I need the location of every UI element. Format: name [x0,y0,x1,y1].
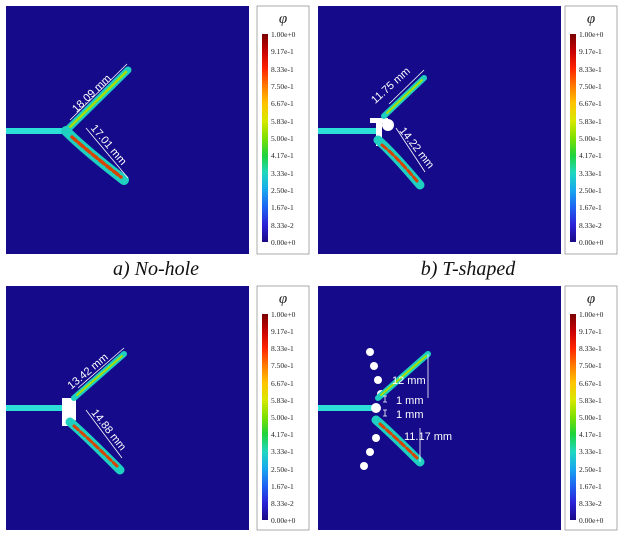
panel-b-plot: 11.75 mm 14.22 mm φ 1.00e+0 9.17e-1 8.33… [318,5,618,255]
tick-label: 8.33e-1 [579,65,602,74]
tick-label: 0.00e+0 [271,238,296,247]
tick-label: 1.67e-1 [579,482,602,491]
tick-label: 0.00e+0 [271,516,296,525]
tick-label: 3.33e-1 [271,169,294,178]
panel-c-plot: 13.42 mm 14.88 mm φ 1.00e+0 9.17e-1 8.33… [6,285,310,531]
tick-label: 4.17e-1 [579,430,602,439]
tick-label: 9.17e-1 [271,327,294,336]
tick-label: 1.00e+0 [579,310,604,319]
tick-label: 8.33e-2 [579,499,602,508]
tick-label: 6.67e-1 [271,379,294,388]
colorbar [262,34,268,242]
tick-label: 5.00e-1 [579,134,602,143]
tick-label: 1.67e-1 [271,482,294,491]
tick-label: 7.50e-1 [271,361,294,370]
legend: φ 1.00e+0 9.17e-1 8.33e-1 7.50e-1 6.67e-… [256,285,310,531]
tick-label: 2.50e-1 [579,465,602,474]
tick-label: 4.17e-1 [271,430,294,439]
tick-label: 5.83e-1 [271,396,294,405]
tick-label: 9.17e-1 [579,327,602,336]
legend-symbol: φ [279,11,287,27]
legend: φ 1.00e+0 9.17e-1 8.33e-1 7.50e-1 6.67e-… [256,5,310,255]
tick-label: 8.33e-1 [579,344,602,353]
tick-label: 1.00e+0 [271,30,296,39]
tick-label: 8.33e-1 [271,344,294,353]
tick-label: 1.00e+0 [579,30,604,39]
tick-label: 5.83e-1 [579,396,602,405]
caption-b: b) T-shaped [420,258,516,280]
tick-label: 3.33e-1 [271,447,294,456]
tick-label: 5.83e-1 [579,117,602,126]
measure-gap-2: 1 mm [396,409,424,421]
tick-label: 2.50e-1 [271,186,294,195]
tick-label: 4.17e-1 [271,151,294,160]
precrack [318,405,374,411]
t-hole [370,118,388,146]
measure-gap-1: 1 mm [396,395,424,407]
colorbar [570,314,576,520]
tick-label: 5.83e-1 [271,117,294,126]
tick-label: 1.67e-1 [271,203,294,212]
tick-label: 8.33e-2 [271,499,294,508]
tick-label: 9.17e-1 [271,47,294,56]
legend: φ 1.00e+0 9.17e-1 8.33e-1 7.50e-1 6.67e-… [564,285,618,531]
tick-label: 2.50e-1 [579,186,602,195]
colorbar [570,34,576,242]
panel-d: 12 mm 1 mm 1 mm 11.17 mm φ 1.00e+0 9.17e… [312,280,624,548]
tick-label: 5.00e-1 [271,134,294,143]
precrack [318,128,376,134]
tick-label: 0.00e+0 [579,516,604,525]
legend-symbol: φ [587,291,595,307]
tick-label: 1.67e-1 [579,203,602,212]
colorbar [262,314,268,520]
panel-b: 11.75 mm 14.22 mm φ 1.00e+0 9.17e-1 8.33… [312,0,624,280]
tick-label: 6.67e-1 [579,99,602,108]
precrack [6,405,68,411]
legend-symbol: φ [587,11,595,27]
precrack [6,128,66,134]
panel-c: 13.42 mm 14.88 mm φ 1.00e+0 9.17e-1 8.33… [0,280,312,548]
measure-top: 12 mm [392,375,426,387]
tick-label: 1.00e+0 [271,310,296,319]
panel-a: 18.09 mm 17.01 mm φ 1.00e+0 9.17e-1 8.33… [0,0,312,280]
tick-label: 2.50e-1 [271,465,294,474]
tick-label: 7.50e-1 [579,361,602,370]
tick-label: 8.33e-2 [579,221,602,230]
tick-label: 7.50e-1 [271,82,294,91]
tick-label: 7.50e-1 [579,82,602,91]
measure-bottom: 11.17 mm [404,431,452,443]
tick-label: 3.33e-1 [579,447,602,456]
legend: φ 1.00e+0 9.17e-1 8.33e-1 7.50e-1 6.67e-… [564,5,618,255]
tick-label: 5.00e-1 [579,413,602,422]
tick-label: 0.00e+0 [579,238,604,247]
tick-label: 8.33e-2 [271,221,294,230]
tick-label: 4.17e-1 [579,151,602,160]
tick-label: 3.33e-1 [579,169,602,178]
tick-label: 9.17e-1 [579,47,602,56]
tick-label: 8.33e-1 [271,65,294,74]
panel-a-plot: 18.09 mm 17.01 mm φ 1.00e+0 9.17e-1 8.33… [6,5,310,255]
caption-a: a) No-hole [112,258,200,280]
legend-symbol: φ [279,291,287,307]
tick-label: 5.00e-1 [271,413,294,422]
panel-d-plot: 12 mm 1 mm 1 mm 11.17 mm φ 1.00e+0 9.17e… [318,285,618,531]
tick-label: 6.67e-1 [579,379,602,388]
tick-label: 6.67e-1 [271,99,294,108]
